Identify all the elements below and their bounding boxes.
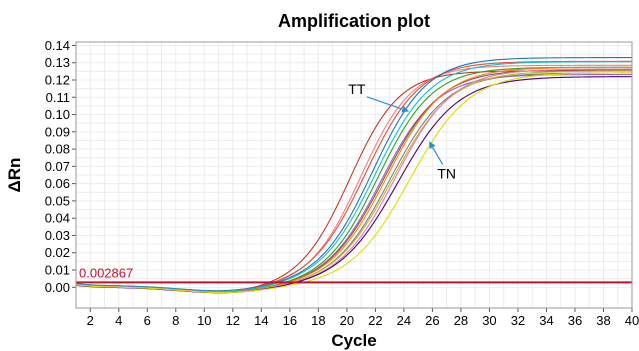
y-tick-label: 0.12 xyxy=(45,73,70,88)
amplification-curve-14 xyxy=(75,72,633,294)
annotation-tt: TT xyxy=(348,81,366,97)
annotation-tn: TN xyxy=(437,165,456,181)
grid xyxy=(76,42,633,308)
x-tick-label: 40 xyxy=(625,313,639,328)
amplification-curve-4 xyxy=(75,57,632,292)
annotation-arrow-tt xyxy=(366,96,410,113)
y-tick-label: 0.10 xyxy=(45,107,70,122)
threshold-label: 0.002867 xyxy=(79,265,133,280)
x-axis-label: Cycle xyxy=(331,331,376,350)
y-tick-label: 0.13 xyxy=(45,55,70,70)
series-group xyxy=(75,57,633,294)
x-tick-label: 32 xyxy=(511,313,525,328)
y-axis-ticks: 0.00 0.01 0.02 0.03 0.04 0.05 0.06 0.07 0.08 0.09… xyxy=(45,38,76,295)
x-tick-label: 8 xyxy=(172,313,179,328)
annotations-group: TT TN xyxy=(348,81,456,182)
plot-frame xyxy=(75,41,633,309)
annotation-arrow-tn xyxy=(429,141,444,165)
x-tick-label: 38 xyxy=(596,313,610,328)
x-tick-label: 22 xyxy=(368,313,382,328)
x-tick-label: 14 xyxy=(254,313,268,328)
x-tick-label: 36 xyxy=(568,313,582,328)
x-axis-ticks: 2 4 6 8 10 12 14 16 18 20 22 24 26 28 30 32 34 36 38 40 xyxy=(87,308,639,328)
y-axis-label: ΔRn xyxy=(5,158,24,193)
y-tick-label: 0.08 xyxy=(45,142,70,157)
x-tick-label: 18 xyxy=(311,313,325,328)
x-tick-label: 16 xyxy=(283,313,297,328)
y-tick-label: 0.02 xyxy=(45,245,70,260)
x-tick-label: 4 xyxy=(115,313,122,328)
y-tick-label: 0.07 xyxy=(45,159,70,174)
x-tick-label: 30 xyxy=(482,313,496,328)
y-tick-label: 0.06 xyxy=(45,176,70,191)
y-tick-label: 0.03 xyxy=(45,228,70,243)
x-tick-label: 24 xyxy=(397,313,411,328)
x-tick-label: 10 xyxy=(197,313,211,328)
x-tick-label: 28 xyxy=(454,313,468,328)
x-tick-label: 20 xyxy=(340,313,354,328)
y-tick-label: 0.11 xyxy=(46,90,70,105)
y-tick-label: 0.09 xyxy=(45,124,70,139)
chart-title: Amplification plot xyxy=(278,11,430,31)
x-tick-label: 6 xyxy=(144,313,151,328)
x-tick-label: 34 xyxy=(539,313,553,328)
y-tick-label: 0.01 xyxy=(45,263,70,278)
threshold-group: 0.002867 xyxy=(76,265,632,284)
x-tick-label: 26 xyxy=(425,313,439,328)
y-tick-label: 0.04 xyxy=(45,211,70,226)
y-tick-label: 0.00 xyxy=(45,280,70,295)
y-tick-label: 0.14 xyxy=(45,38,70,53)
x-tick-label: 12 xyxy=(226,313,240,328)
y-tick-label: 0.05 xyxy=(45,193,70,208)
x-tick-label: 2 xyxy=(87,313,94,328)
